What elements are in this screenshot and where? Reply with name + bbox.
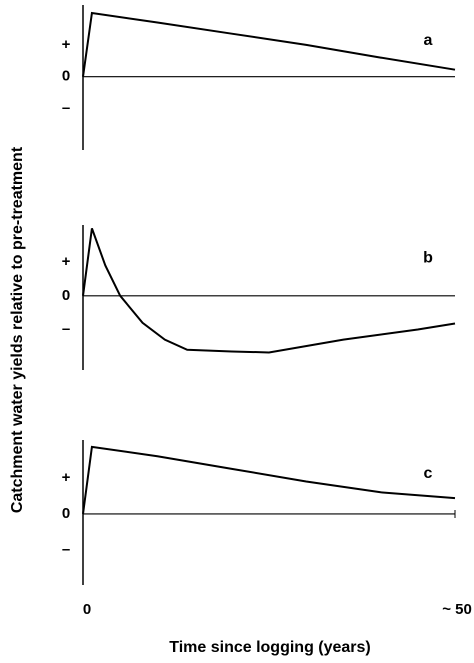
- y-tick-label: –: [62, 100, 70, 117]
- y-tick-label: +: [62, 253, 71, 270]
- curve: [82, 445, 456, 515]
- panel-label: c: [424, 465, 433, 482]
- y-tick-label: +: [62, 469, 71, 486]
- y-tick-label: 0: [62, 505, 70, 522]
- curve: [82, 11, 456, 77]
- y-tick-label: –: [62, 541, 70, 558]
- panel-label: a: [424, 32, 433, 49]
- y-tick-label: 0: [62, 287, 70, 304]
- x-tick-label: 0: [83, 601, 91, 618]
- y-tick-label: +: [62, 36, 71, 53]
- panel-label: b: [423, 249, 433, 266]
- y-tick-label: 0: [62, 68, 70, 85]
- y-axis-label: Catchment water yields relative to pre-t…: [9, 146, 26, 513]
- curve: [82, 228, 456, 354]
- y-tick-label: –: [62, 321, 70, 338]
- x-tick-label: ~ 50: [442, 601, 472, 618]
- x-axis-label: Time since logging (years): [169, 639, 371, 656]
